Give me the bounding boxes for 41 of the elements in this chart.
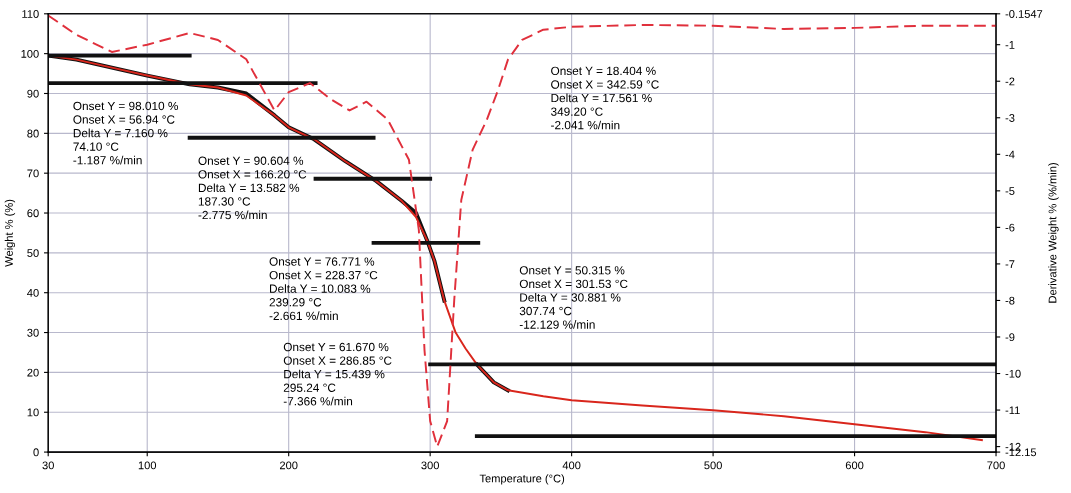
y-axis-title: Weight % (%): [4, 199, 16, 267]
y-tick-label: 100: [21, 49, 39, 58]
annotation: Onset Y = 50.315 % Onset X = 301.53 °C Delta Y = 30.881 % 307.74 °C -12.129 %/min: [519, 266, 628, 329]
x-tick-label: 100: [138, 461, 157, 470]
y-tick-label: 90: [27, 89, 39, 98]
y-tick-label: 50: [27, 249, 39, 257]
x-tick-label: 30: [42, 461, 54, 470]
annotation: Onset Y = 76.771 % Onset X = 228.37 °C Delta Y = 10.083 % 239.29 °C -2.661 %/min: [269, 257, 378, 321]
y2-axis-title: Derivative Weight % (%/min): [1048, 163, 1059, 303]
y-tick-label: 110: [22, 10, 39, 18]
annotation: Onset Y = 98.010 % Onset X = 56.94 °C Delta Y = 7.160 % 74.10 °C -1.187 %/min: [73, 101, 178, 165]
y2-tick-label: -8: [1005, 296, 1015, 305]
y2-tick-label: -1: [1005, 41, 1015, 49]
x-tick-label: 200: [279, 461, 298, 470]
x-tick-label: 400: [562, 461, 581, 470]
y2-tick-label: -2: [1005, 77, 1015, 86]
y2-tick-label: -6: [1005, 223, 1015, 232]
y2-tick-label: -0.1547: [1005, 10, 1043, 18]
y-tick-label: 60: [27, 209, 39, 218]
y-tick-label: 30: [27, 328, 39, 337]
y2-tick-label: -10: [1005, 369, 1021, 378]
y-tick-label: 80: [27, 129, 39, 138]
y2-tick-label: -4: [1005, 150, 1015, 159]
y2-tick-label: -9: [1005, 333, 1015, 342]
x-tick-label: 300: [421, 461, 439, 470]
y2-tick-label: -7: [1005, 260, 1015, 268]
y-tick-label: 40: [27, 288, 39, 297]
annotation: Onset Y = 90.604 % Onset X = 166.20 °C Delta Y = 13.582 % 187.30 °C -2.775 %/min: [198, 156, 307, 220]
annotation: Onset Y = 61.670 % Onset X = 286.85 °C Delta Y = 15.439 % 295.24 °C -7.366 %/min: [283, 342, 392, 406]
y-tick-label: 70: [27, 169, 39, 178]
y-tick-label: 10: [27, 408, 39, 417]
x-tick-label: 600: [845, 461, 864, 470]
y2-tick-label: -5: [1005, 187, 1015, 195]
annotation: Onset Y = 18.404 % Onset X = 342.59 °C Delta Y = 17.561 % 349.20 °C -2.041 %/min: [551, 66, 659, 130]
x-tick-label: 700: [987, 461, 1005, 470]
x-axis-title: Temperature (°C): [479, 474, 565, 485]
y2-tick-label: -11: [1005, 406, 1020, 415]
y-tick-label: 0: [33, 448, 39, 457]
y-tick-label: 20: [27, 368, 39, 377]
x-tick-label: 500: [704, 461, 722, 470]
y2-tick-label: -3: [1005, 114, 1015, 122]
